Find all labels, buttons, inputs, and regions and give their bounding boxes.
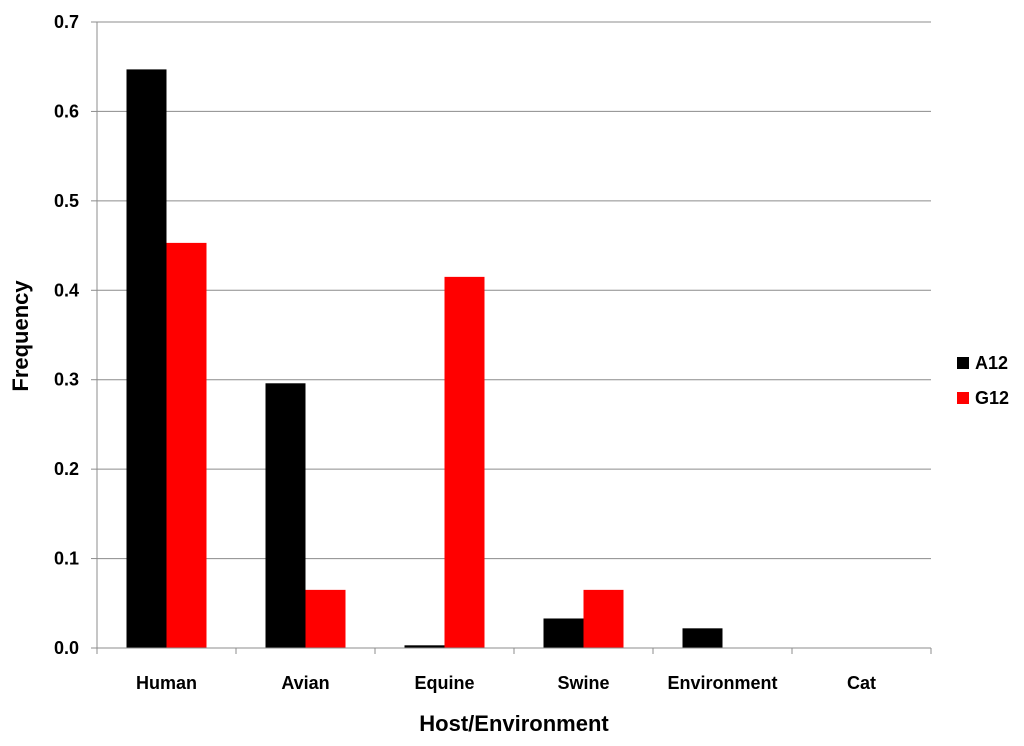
bar-g12-avian [305,589,346,648]
y-tick-label: 0.6 [54,101,79,121]
x-tick-label: Human [136,673,197,693]
x-tick-labels: Human Avian Equine Swine Environment Cat [136,673,876,693]
legend-swatch-g12 [957,392,969,404]
x-axis-title: Host/Environment [419,711,609,736]
y-tick-labels: 0.0 0.1 0.2 0.3 0.4 0.5 0.6 0.7 [54,12,79,658]
bar-a12-environment [682,628,723,648]
y-tick-label: 0.3 [54,370,79,390]
y-tick-label: 0.7 [54,12,79,32]
x-tick-label: Equine [414,673,474,693]
gridlines [97,21,931,560]
bar-a12-equine [404,645,445,648]
y-tick-label: 0.2 [54,459,79,479]
bar-g12-human [166,242,207,649]
axes [91,21,932,654]
y-tick-label: 0.5 [54,191,79,211]
legend-label-g12: G12 [975,388,1009,408]
y-tick-label: 0.0 [54,638,79,658]
legend: A12 G12 [957,353,1009,408]
y-tick-label: 0.4 [54,280,79,300]
bar-a12-human [126,69,167,648]
bar-a12-swine [543,618,584,648]
x-tick-label: Cat [847,673,876,693]
x-tick-label: Avian [281,673,329,693]
bars [126,69,723,649]
bar-g12-equine [444,276,485,648]
legend-swatch-a12 [957,357,969,369]
bar-g12-swine [583,589,624,648]
legend-label-a12: A12 [975,353,1008,373]
x-tick-label: Environment [667,673,777,693]
x-tick-label: Swine [557,673,609,693]
y-axis-title: Frequency [8,280,33,392]
bar-a12-avian [265,383,306,648]
y-tick-label: 0.1 [54,549,79,569]
